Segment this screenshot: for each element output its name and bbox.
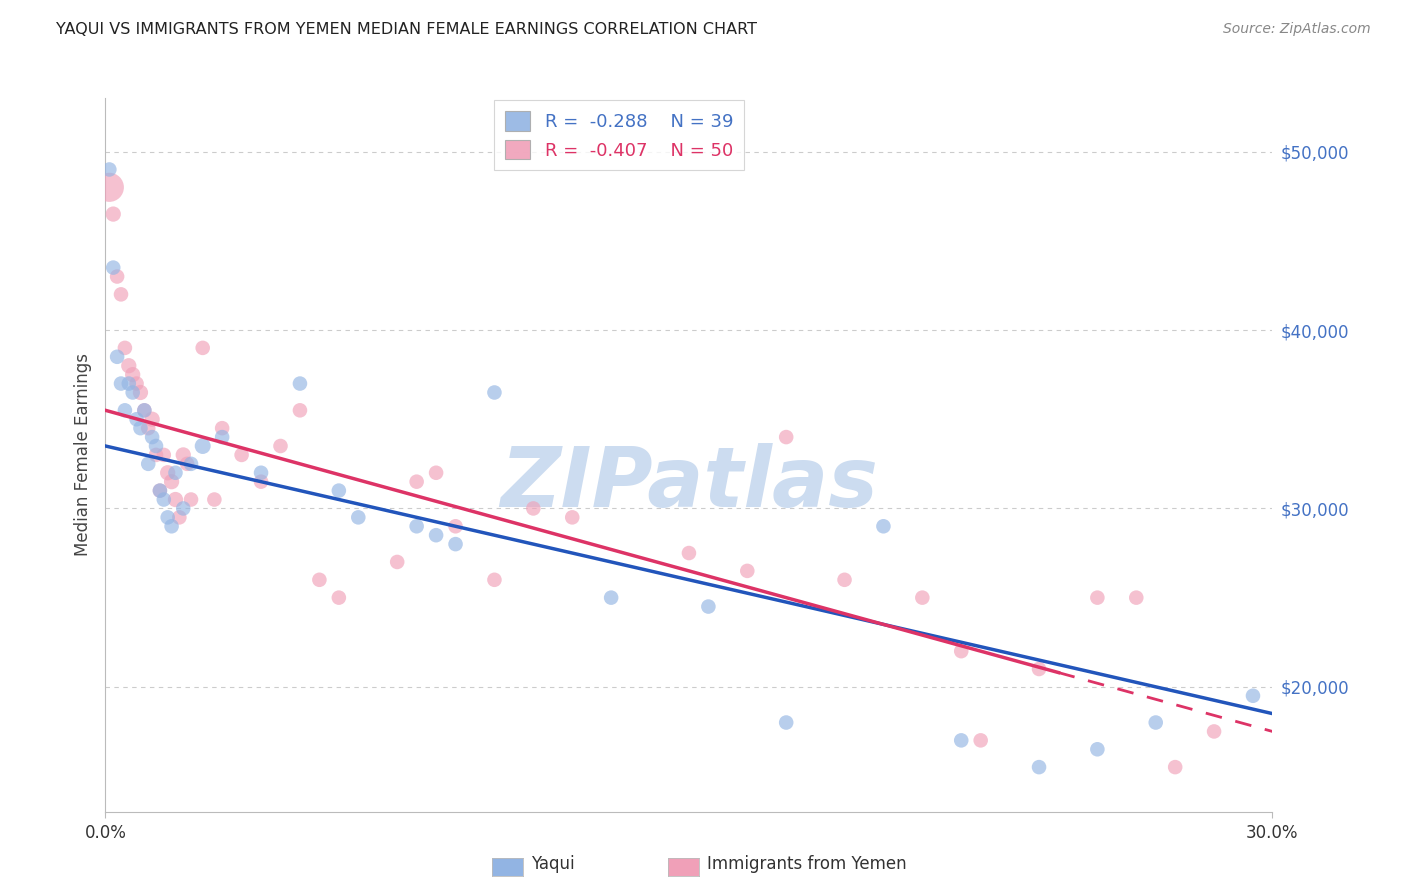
Point xyxy=(129,421,152,435)
Point xyxy=(156,510,179,524)
Point xyxy=(134,403,156,417)
Point xyxy=(250,466,273,480)
Point xyxy=(308,573,330,587)
Point xyxy=(160,475,183,489)
Text: Immigrants from Yemen: Immigrants from Yemen xyxy=(707,855,907,873)
Point xyxy=(165,466,187,480)
Point xyxy=(522,501,544,516)
Point xyxy=(872,519,894,533)
Point xyxy=(1085,591,1108,605)
Point xyxy=(911,591,934,605)
Point xyxy=(950,644,973,658)
Point xyxy=(145,439,167,453)
Point xyxy=(269,439,292,453)
Point xyxy=(176,457,198,471)
Point xyxy=(191,439,214,453)
Point xyxy=(484,573,506,587)
Point xyxy=(118,359,141,373)
Point xyxy=(110,376,132,391)
Point xyxy=(156,466,179,480)
Point xyxy=(444,537,467,551)
Y-axis label: Median Female Earnings: Median Female Earnings xyxy=(73,353,91,557)
Point xyxy=(180,457,202,471)
Point xyxy=(231,448,253,462)
Point xyxy=(103,260,125,275)
Point xyxy=(1241,689,1264,703)
Point xyxy=(110,287,132,301)
Point xyxy=(153,448,174,462)
Point xyxy=(134,403,156,417)
Text: Yaqui: Yaqui xyxy=(531,855,575,873)
Point xyxy=(118,376,141,391)
Point xyxy=(347,510,370,524)
Point xyxy=(425,528,447,542)
Point xyxy=(385,555,408,569)
Point xyxy=(169,510,191,524)
Legend: R =  -0.288    N = 39, R =  -0.407    N = 50: R = -0.288 N = 39, R = -0.407 N = 50 xyxy=(494,100,744,170)
Point xyxy=(1028,760,1050,774)
Point xyxy=(153,492,174,507)
Point xyxy=(125,412,148,426)
Point xyxy=(1202,724,1225,739)
Point xyxy=(105,269,128,284)
Point xyxy=(105,350,128,364)
Point xyxy=(1028,662,1050,676)
Point xyxy=(125,376,148,391)
Point xyxy=(484,385,506,400)
Point xyxy=(775,430,797,444)
Point xyxy=(149,483,172,498)
Point xyxy=(834,573,856,587)
Text: Source: ZipAtlas.com: Source: ZipAtlas.com xyxy=(1223,22,1371,37)
Point xyxy=(678,546,700,560)
Point xyxy=(141,430,163,444)
Point xyxy=(145,448,167,462)
Text: ZIPatlas: ZIPatlas xyxy=(501,443,877,524)
Point xyxy=(288,376,311,391)
Point xyxy=(211,421,233,435)
Point xyxy=(561,510,583,524)
Point xyxy=(103,207,125,221)
Point xyxy=(288,403,311,417)
Point xyxy=(191,341,214,355)
Point xyxy=(775,715,797,730)
Point xyxy=(425,466,447,480)
Point xyxy=(1164,760,1187,774)
Point xyxy=(98,162,121,177)
Point xyxy=(950,733,973,747)
Point xyxy=(697,599,720,614)
Point xyxy=(172,501,194,516)
Point xyxy=(172,448,194,462)
Point xyxy=(328,483,350,498)
Point xyxy=(121,368,143,382)
Point xyxy=(328,591,350,605)
Text: YAQUI VS IMMIGRANTS FROM YEMEN MEDIAN FEMALE EARNINGS CORRELATION CHART: YAQUI VS IMMIGRANTS FROM YEMEN MEDIAN FE… xyxy=(56,22,758,37)
Point xyxy=(114,403,136,417)
Point xyxy=(600,591,623,605)
Point xyxy=(165,492,187,507)
Point xyxy=(211,430,233,444)
Point xyxy=(114,341,136,355)
Point xyxy=(405,519,427,533)
Point xyxy=(405,475,427,489)
Point xyxy=(136,421,159,435)
Point xyxy=(444,519,467,533)
Point xyxy=(1085,742,1108,756)
Point xyxy=(136,457,159,471)
Point xyxy=(1125,591,1147,605)
Point xyxy=(737,564,759,578)
Point xyxy=(970,733,993,747)
Point xyxy=(202,492,225,507)
Point xyxy=(149,483,172,498)
Point xyxy=(180,492,202,507)
Point xyxy=(121,385,143,400)
Point xyxy=(1144,715,1167,730)
Point xyxy=(160,519,183,533)
Point xyxy=(250,475,273,489)
Point xyxy=(129,385,152,400)
Point xyxy=(98,180,121,194)
Point xyxy=(141,412,163,426)
